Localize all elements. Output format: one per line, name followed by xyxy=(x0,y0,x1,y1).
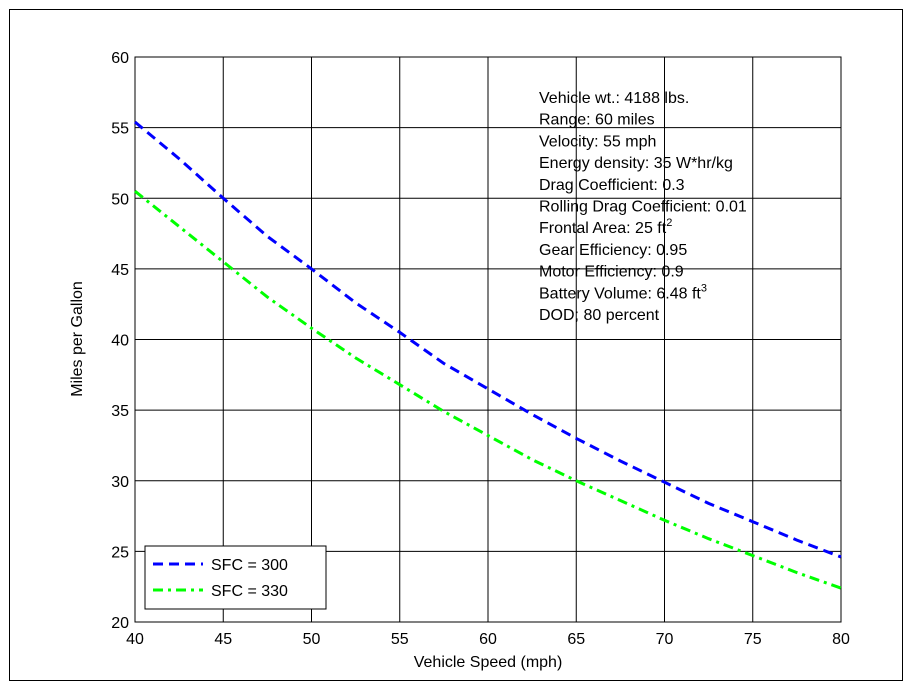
annotation-line: Motor Efficiency: 0.9 xyxy=(539,264,684,281)
y-tick-label: 30 xyxy=(111,474,129,491)
annotation-text: Vehicle wt.: 4188 lbs. xyxy=(539,90,689,107)
annotation-line: Vehicle wt.: 4188 lbs. xyxy=(539,90,689,107)
series-lines xyxy=(134,120,842,590)
annotation-line: Drag Coefficient: 0.3 xyxy=(539,177,685,194)
annotation-line: Rolling Drag Coefficient: 0.01 xyxy=(539,199,747,216)
annotation-line: Velocity: 55 mph xyxy=(539,133,656,150)
annotation-line: Frontal Area: 25 ft2 xyxy=(539,217,672,237)
x-tick-label: 80 xyxy=(832,631,850,648)
annotation-text: Battery Volume: 6.48 ft xyxy=(539,285,701,302)
y-tick-label: 55 xyxy=(111,121,129,138)
series-line-2 xyxy=(134,190,842,590)
x-tick-label: 55 xyxy=(391,631,409,648)
ticks: 40 45 50 55 60 65 70 75 80 20 25 30 35 40 45 50 55 60 xyxy=(111,50,850,648)
annotation-superscript: 3 xyxy=(701,282,707,294)
annotation-line: Gear Efficiency: 0.95 xyxy=(539,242,687,259)
x-tick-label: 60 xyxy=(479,631,497,648)
annotation-superscript: 2 xyxy=(666,217,672,229)
legend-label-1: SFC = 300 xyxy=(211,557,288,574)
y-tick-label: 60 xyxy=(111,50,129,67)
y-tick-label: 50 xyxy=(111,191,129,208)
annotation-text: Rolling Drag Coefficient: 0.01 xyxy=(539,199,747,216)
annotation-text: Gear Efficiency: 0.95 xyxy=(539,242,687,259)
annotation-line: Battery Volume: 6.48 ft3 xyxy=(539,282,707,302)
series-line-1 xyxy=(134,120,842,559)
x-axis-label: Vehicle Speed (mph) xyxy=(414,654,563,671)
plot-area xyxy=(134,56,842,623)
annotation-text: DOD; 80 percent xyxy=(539,307,660,324)
y-axis-label: Miles per Gallon xyxy=(69,281,86,397)
grid xyxy=(134,56,842,623)
x-tick-label: 70 xyxy=(656,631,674,648)
y-tick-label: 35 xyxy=(111,403,129,420)
x-tick-label: 40 xyxy=(126,631,144,648)
x-tick-label: 65 xyxy=(567,631,585,648)
annotation-line: Energy density: 35 W*hr/kg xyxy=(539,155,733,172)
legend-box xyxy=(144,545,327,610)
legend-label-2: SFC = 330 xyxy=(211,583,288,600)
annotation-line: DOD; 80 percent xyxy=(539,307,660,324)
legend: SFC = 300 SFC = 330 xyxy=(144,545,327,610)
annotation-text: Frontal Area: 25 ft xyxy=(539,220,667,237)
x-tick-label: 50 xyxy=(303,631,321,648)
annotation-text: Motor Efficiency: 0.9 xyxy=(539,264,684,281)
y-tick-label: 45 xyxy=(111,262,129,279)
x-tick-label: 45 xyxy=(214,631,232,648)
y-tick-label: 20 xyxy=(111,615,129,632)
annotation-text: Drag Coefficient: 0.3 xyxy=(539,177,685,194)
annotation-line: Range: 60 miles xyxy=(539,112,655,129)
x-tick-label: 75 xyxy=(744,631,762,648)
annotation-block: Vehicle wt.: 4188 lbs. Range: 60 miles Vel… xyxy=(539,90,747,324)
annotation-text: Energy density: 35 W*hr/kg xyxy=(539,155,733,172)
y-tick-label: 25 xyxy=(111,544,129,561)
annotation-text: Range: 60 miles xyxy=(539,112,655,129)
annotation-text: Velocity: 55 mph xyxy=(539,133,656,150)
y-tick-label: 40 xyxy=(111,333,129,350)
